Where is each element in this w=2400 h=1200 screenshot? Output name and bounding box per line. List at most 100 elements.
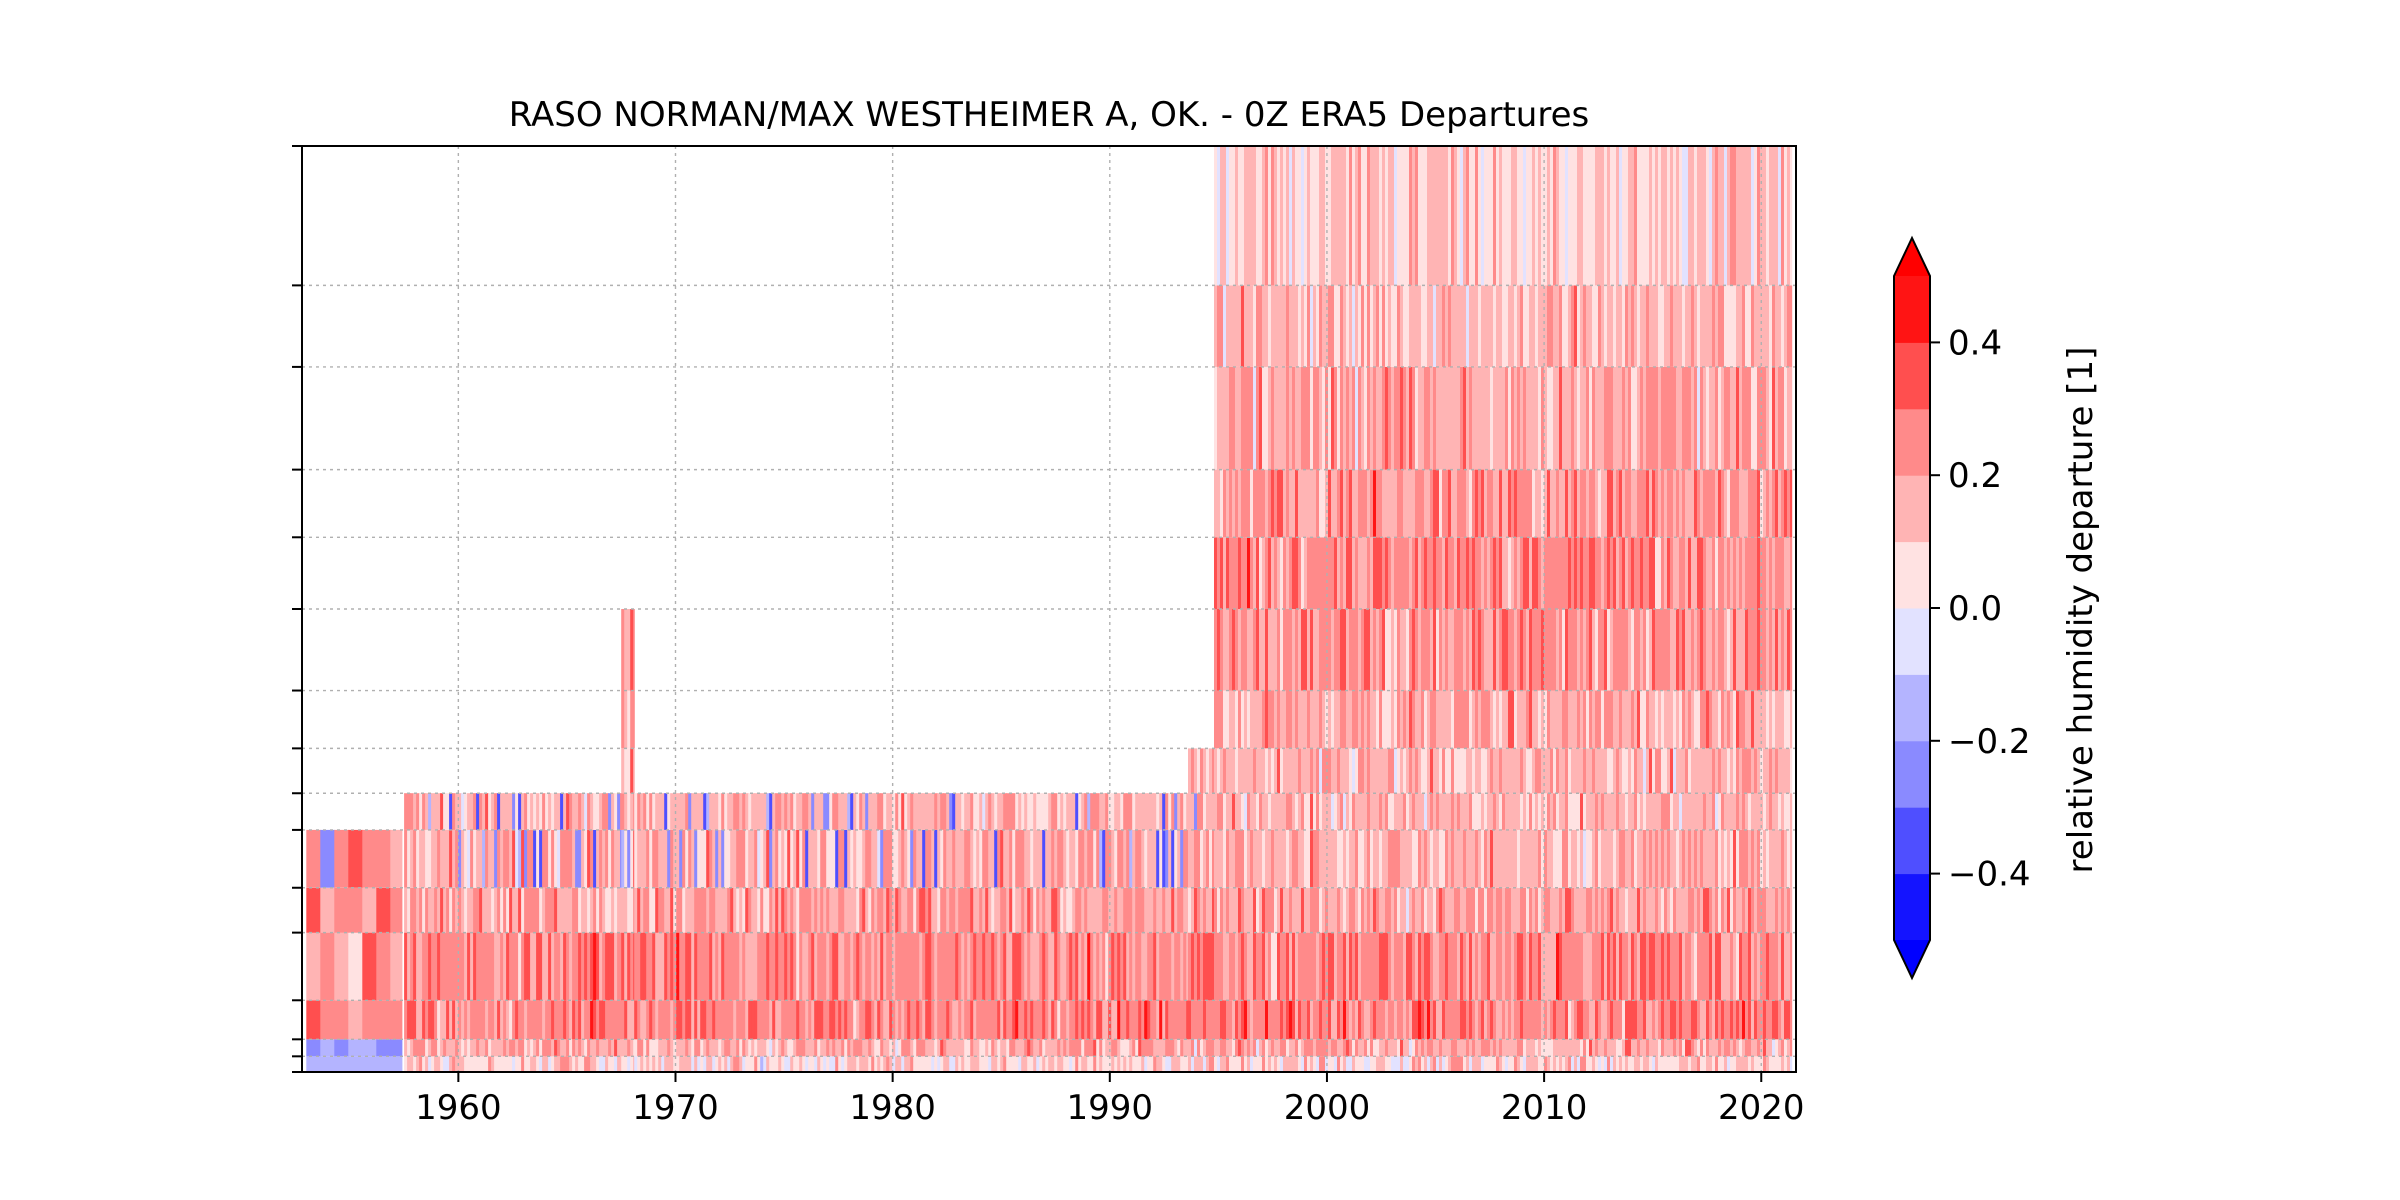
heatmap-cell bbox=[760, 1000, 764, 1040]
heatmap-cell bbox=[904, 887, 908, 933]
heatmap-cell bbox=[715, 1039, 719, 1057]
heatmap-cell bbox=[1334, 469, 1338, 538]
heatmap-cell bbox=[1180, 932, 1184, 1001]
heatmap-cell bbox=[1517, 690, 1521, 749]
heatmap-cell bbox=[1241, 887, 1245, 933]
heatmap-cell bbox=[530, 793, 534, 830]
heatmap-cell bbox=[949, 829, 953, 888]
heatmap-cell bbox=[440, 1000, 444, 1040]
heatmap-cell bbox=[1583, 537, 1587, 609]
heatmap-cell bbox=[1643, 1000, 1647, 1040]
heatmap-cell bbox=[1601, 1000, 1605, 1040]
heatmap-cell bbox=[446, 829, 450, 888]
heatmap-cell bbox=[1784, 609, 1788, 691]
heatmap-cell bbox=[778, 1039, 782, 1057]
heatmap-cell bbox=[1607, 887, 1611, 933]
heatmap-cell bbox=[1745, 932, 1749, 1001]
heatmap-cell bbox=[1646, 932, 1650, 1001]
heatmap-cell bbox=[1271, 609, 1275, 691]
heatmap-cell bbox=[1015, 829, 1019, 888]
heatmap-cell bbox=[1301, 932, 1305, 1001]
heatmap-cell bbox=[458, 1000, 462, 1040]
heatmap-cell bbox=[1664, 793, 1668, 830]
heatmap-cell bbox=[721, 1056, 725, 1072]
heatmap-cell bbox=[1487, 690, 1491, 749]
heatmap-cell bbox=[1382, 748, 1386, 794]
heatmap-cell bbox=[467, 887, 471, 933]
heatmap-cell bbox=[961, 1056, 965, 1072]
heatmap-cell bbox=[1772, 285, 1776, 367]
heatmap-cell bbox=[1463, 690, 1467, 749]
heatmap-cell bbox=[542, 932, 546, 1001]
heatmap-cell bbox=[452, 1039, 456, 1057]
heatmap-cell bbox=[1541, 887, 1545, 933]
heatmap-cell bbox=[781, 793, 785, 830]
heatmap-cell bbox=[1529, 537, 1533, 609]
heatmap-cell bbox=[1391, 537, 1395, 609]
heatmap-cell bbox=[1277, 690, 1281, 749]
heatmap-cell bbox=[1382, 537, 1386, 609]
heatmap-cell bbox=[306, 1039, 321, 1057]
heatmap-cell bbox=[404, 1000, 408, 1040]
heatmap-cell bbox=[1265, 932, 1269, 1001]
heatmap-cell bbox=[1724, 146, 1728, 286]
heatmap-cell bbox=[1271, 146, 1275, 286]
heatmap-cell bbox=[527, 1039, 531, 1057]
heatmap-cell bbox=[509, 1000, 513, 1040]
heatmap-cell bbox=[1655, 366, 1659, 470]
heatmap-cell bbox=[1646, 793, 1650, 830]
heatmap-cell bbox=[1700, 1056, 1704, 1072]
heatmap-cell bbox=[712, 887, 716, 933]
heatmap-cell bbox=[1337, 932, 1341, 1001]
heatmap-cell bbox=[1250, 932, 1254, 1001]
heatmap-cell bbox=[772, 793, 776, 830]
heatmap-cell bbox=[640, 932, 644, 1001]
heatmap-cell bbox=[1727, 146, 1731, 286]
heatmap-cell bbox=[1307, 690, 1311, 749]
heatmap-cell bbox=[1150, 1056, 1154, 1072]
heatmap-cell bbox=[1511, 1056, 1515, 1072]
heatmap-cell bbox=[880, 1039, 884, 1057]
heatmap-cell bbox=[476, 887, 480, 933]
heatmap-cell bbox=[1613, 748, 1617, 794]
heatmap-cell bbox=[491, 829, 495, 888]
heatmap-cell bbox=[1628, 690, 1632, 749]
heatmap-cell bbox=[1376, 366, 1380, 470]
heatmap-cell bbox=[1340, 469, 1344, 538]
heatmap-cell bbox=[1418, 748, 1422, 794]
heatmap-cell bbox=[1325, 829, 1329, 888]
heatmap-cell bbox=[1604, 793, 1608, 830]
heatmap-cell bbox=[1454, 748, 1458, 794]
heatmap-cell bbox=[1583, 1039, 1587, 1057]
heatmap-cell bbox=[1277, 285, 1281, 367]
heatmap-cell bbox=[1685, 1000, 1689, 1040]
heatmap-cell bbox=[599, 887, 603, 933]
heatmap-cell bbox=[1778, 609, 1782, 691]
heatmap-cell bbox=[1304, 829, 1308, 888]
heatmap-cell bbox=[602, 1000, 606, 1040]
heatmap-cell bbox=[763, 793, 767, 830]
heatmap-cell bbox=[1030, 829, 1034, 888]
heatmap-cell bbox=[1445, 469, 1449, 538]
heatmap-cell bbox=[1682, 793, 1686, 830]
heatmap-cell bbox=[1328, 932, 1332, 1001]
heatmap-cell bbox=[751, 793, 755, 830]
heatmap-cell bbox=[901, 793, 905, 830]
heatmap-cell bbox=[539, 1000, 543, 1040]
heatmap-cell bbox=[1532, 793, 1536, 830]
heatmap-cell bbox=[1709, 1000, 1713, 1040]
heatmap-cell bbox=[1191, 887, 1195, 933]
heatmap-cell bbox=[1307, 366, 1311, 470]
heatmap-cell bbox=[1469, 887, 1473, 933]
heatmap-cell bbox=[1673, 537, 1677, 609]
heatmap-cell bbox=[1580, 366, 1584, 470]
heatmap-cell bbox=[1493, 748, 1497, 794]
heatmap-cell bbox=[1607, 285, 1611, 367]
heatmap-cell bbox=[1763, 793, 1767, 830]
heatmap-cell bbox=[922, 1039, 926, 1057]
heatmap-cell bbox=[1265, 1039, 1269, 1057]
heatmap-cell bbox=[1655, 887, 1659, 933]
heatmap-cell bbox=[1682, 1039, 1686, 1057]
heatmap-cell bbox=[1388, 932, 1392, 1001]
heatmap-cell bbox=[1532, 537, 1536, 609]
